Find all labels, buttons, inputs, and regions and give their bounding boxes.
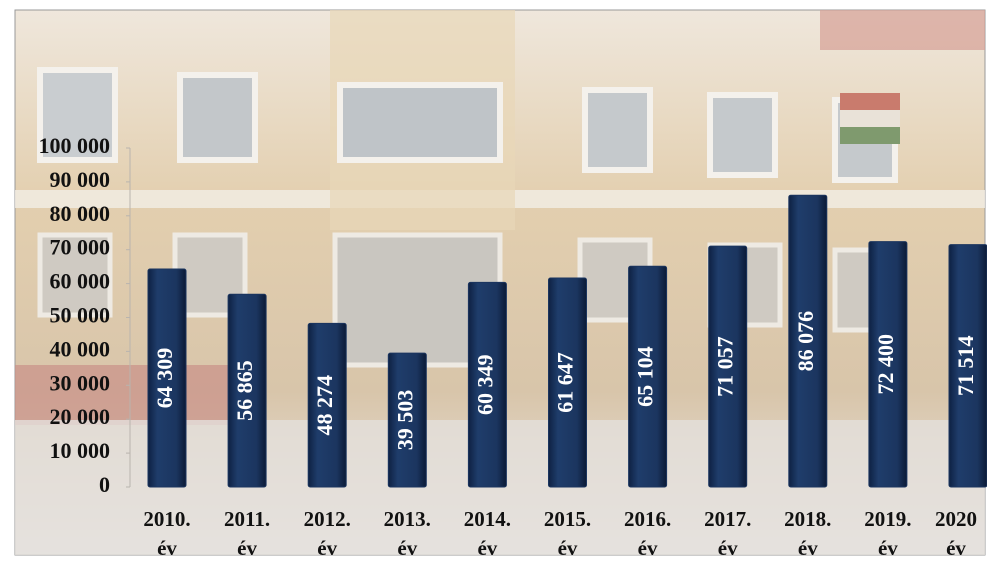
bar (788, 194, 828, 488)
bar (948, 244, 987, 488)
value-label: 60 349 (472, 354, 497, 415)
x-tick-label: 2015. év (543, 507, 592, 560)
value-label: 48 274 (312, 375, 337, 436)
x-tick-label: 2012. év (303, 507, 351, 560)
bar (227, 293, 267, 488)
x-tick-label: 2013. év (383, 507, 431, 560)
y-tick-label: 30 000 (50, 370, 111, 395)
value-label: 86 076 (793, 311, 818, 372)
bar (628, 265, 668, 488)
y-tick-label: 50 000 (50, 303, 111, 328)
value-label: 71 057 (713, 336, 738, 397)
x-tick-label: 2018. év (784, 507, 832, 560)
x-tick-label: 2014. év (463, 507, 512, 560)
value-label: 72 400 (873, 334, 898, 395)
value-label: 64 309 (152, 348, 177, 409)
y-tick-label: 90 000 (50, 167, 111, 192)
x-tick-label: 2010. év (143, 507, 191, 560)
bar (307, 322, 347, 488)
y-tick-label: 0 (99, 472, 110, 497)
y-tick-label: 60 000 (50, 269, 111, 294)
value-label: 56 865 (232, 360, 257, 421)
y-tick-label: 100 000 (39, 133, 111, 158)
bar (868, 241, 908, 488)
y-tick-label: 70 000 (50, 235, 111, 260)
x-tick-label: 2017. év (704, 507, 752, 560)
value-label: 71 514 (953, 336, 978, 397)
y-tick-label: 10 000 (50, 438, 111, 463)
x-tick-label: 2020 év (935, 507, 977, 560)
value-label: 39 503 (392, 390, 417, 451)
x-tick-label: 2016. év (623, 507, 672, 560)
bar (708, 245, 748, 488)
y-tick-label: 20 000 (50, 404, 111, 429)
bar (387, 352, 427, 488)
y-tick-label: 40 000 (50, 336, 111, 361)
value-label: 61 647 (553, 352, 578, 413)
value-label: 65 104 (633, 346, 658, 407)
bar (548, 277, 587, 488)
x-tick-label: 2019. év (864, 507, 912, 560)
bar (467, 281, 507, 488)
x-tick-label: 2011. év (224, 507, 271, 560)
bar (147, 268, 187, 488)
y-tick-label: 80 000 (50, 201, 111, 226)
